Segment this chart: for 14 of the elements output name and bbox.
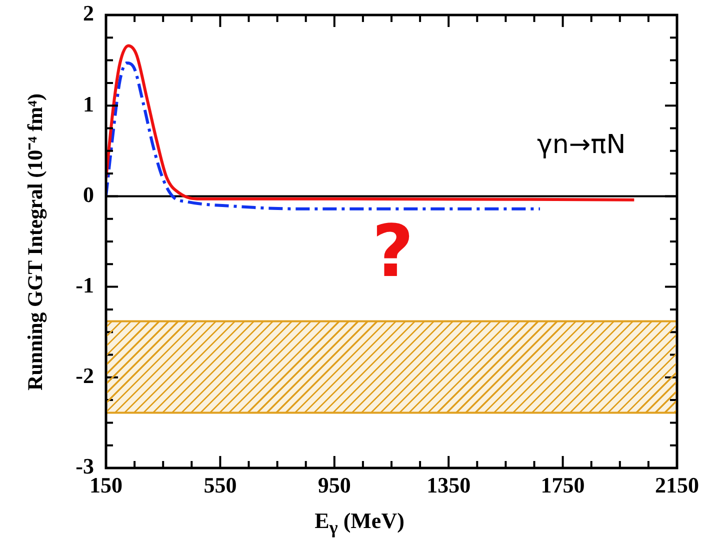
x-tick-label: 550 — [204, 472, 237, 498]
x-tick-label: 2150 — [655, 472, 699, 498]
annotation: γn→πN — [537, 130, 626, 160]
annotation: ? — [372, 209, 414, 293]
x-tick-label: 950 — [318, 472, 351, 498]
y-tick-label: 1 — [83, 91, 94, 116]
x-tick-label: 1750 — [540, 472, 585, 498]
y-tick-label: 2 — [83, 0, 94, 26]
x-axis-title: E$_{γ}$ (MeV) — [314, 508, 406, 538]
y-tick-label: -1 — [76, 272, 94, 298]
y-tick-label: -2 — [76, 363, 94, 388]
x-tick-label: 1350 — [426, 472, 471, 498]
y-axis-title: Running GGT Integral (10⁻⁴ fm⁴) — [22, 94, 48, 390]
y-tick-label: 0 — [83, 182, 94, 207]
